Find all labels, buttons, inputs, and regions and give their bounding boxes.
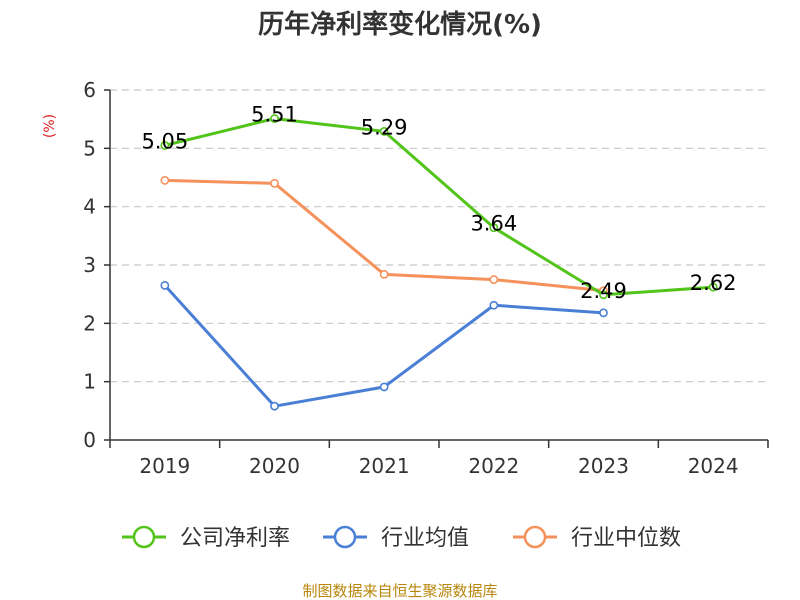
y-tick-label: 1	[83, 370, 96, 394]
data-point	[270, 114, 279, 123]
x-tick-label: 2023	[578, 454, 629, 478]
data-point	[599, 290, 608, 300]
legend-label: 行业中位数	[571, 526, 681, 551]
data-point	[599, 308, 608, 318]
y-tick-label: 6	[83, 78, 96, 102]
data-point	[379, 382, 389, 392]
series-lines	[160, 114, 718, 411]
x-tick-label: 2022	[468, 454, 519, 478]
data-point	[160, 141, 170, 150]
y-axis-label: (%)	[42, 114, 58, 138]
y-tick-label: 2	[83, 311, 96, 335]
data-label: 2.62	[690, 271, 737, 295]
legend-label: 公司净利率	[180, 526, 290, 551]
data-label: 5.05	[141, 129, 188, 153]
y-tick-label: 4	[83, 195, 96, 219]
source-note: 制图数据来自恒生聚源数据库	[302, 582, 497, 600]
data-label: 2.49	[580, 279, 627, 303]
data-point	[160, 176, 170, 185]
series-line	[164, 117, 714, 297]
gridlines	[110, 89, 768, 383]
y-tick-label: 5	[83, 136, 96, 160]
data-point	[489, 223, 499, 233]
legend-swatch-marker	[523, 525, 547, 549]
x-tick-label: 2019	[139, 454, 190, 478]
data-label: 5.51	[251, 103, 298, 127]
legend-label: 行业均值	[381, 526, 469, 551]
legend-swatch-marker	[333, 525, 357, 549]
y-tick-label: 3	[83, 253, 96, 277]
x-tick-label: 2024	[688, 454, 739, 478]
axes: 0 1 2 3 4 5 6 2019 2020 2021 2022 2023 2024	[83, 78, 769, 478]
y-tick-label: 0	[83, 428, 96, 452]
data-point	[489, 300, 499, 310]
legend-swatch-marker	[132, 525, 156, 549]
data-labels: 5.05 5.51 5.29 3.64 2.49 2.62	[141, 103, 736, 303]
data-point	[379, 127, 389, 136]
data-label: 3.64	[470, 212, 517, 236]
data-point	[379, 269, 389, 279]
data-point	[160, 281, 170, 290]
data-point	[270, 401, 279, 411]
chart-title: 历年净利率变化情况(%)	[258, 9, 542, 40]
data-label: 5.29	[361, 115, 408, 139]
x-tick-label: 2021	[359, 454, 410, 478]
data-point	[708, 282, 718, 292]
data-point	[270, 178, 279, 188]
x-tick-label: 2020	[249, 454, 300, 478]
data-point	[489, 275, 499, 284]
legend: 公司净利率 行业均值 行业中位数	[122, 525, 681, 551]
